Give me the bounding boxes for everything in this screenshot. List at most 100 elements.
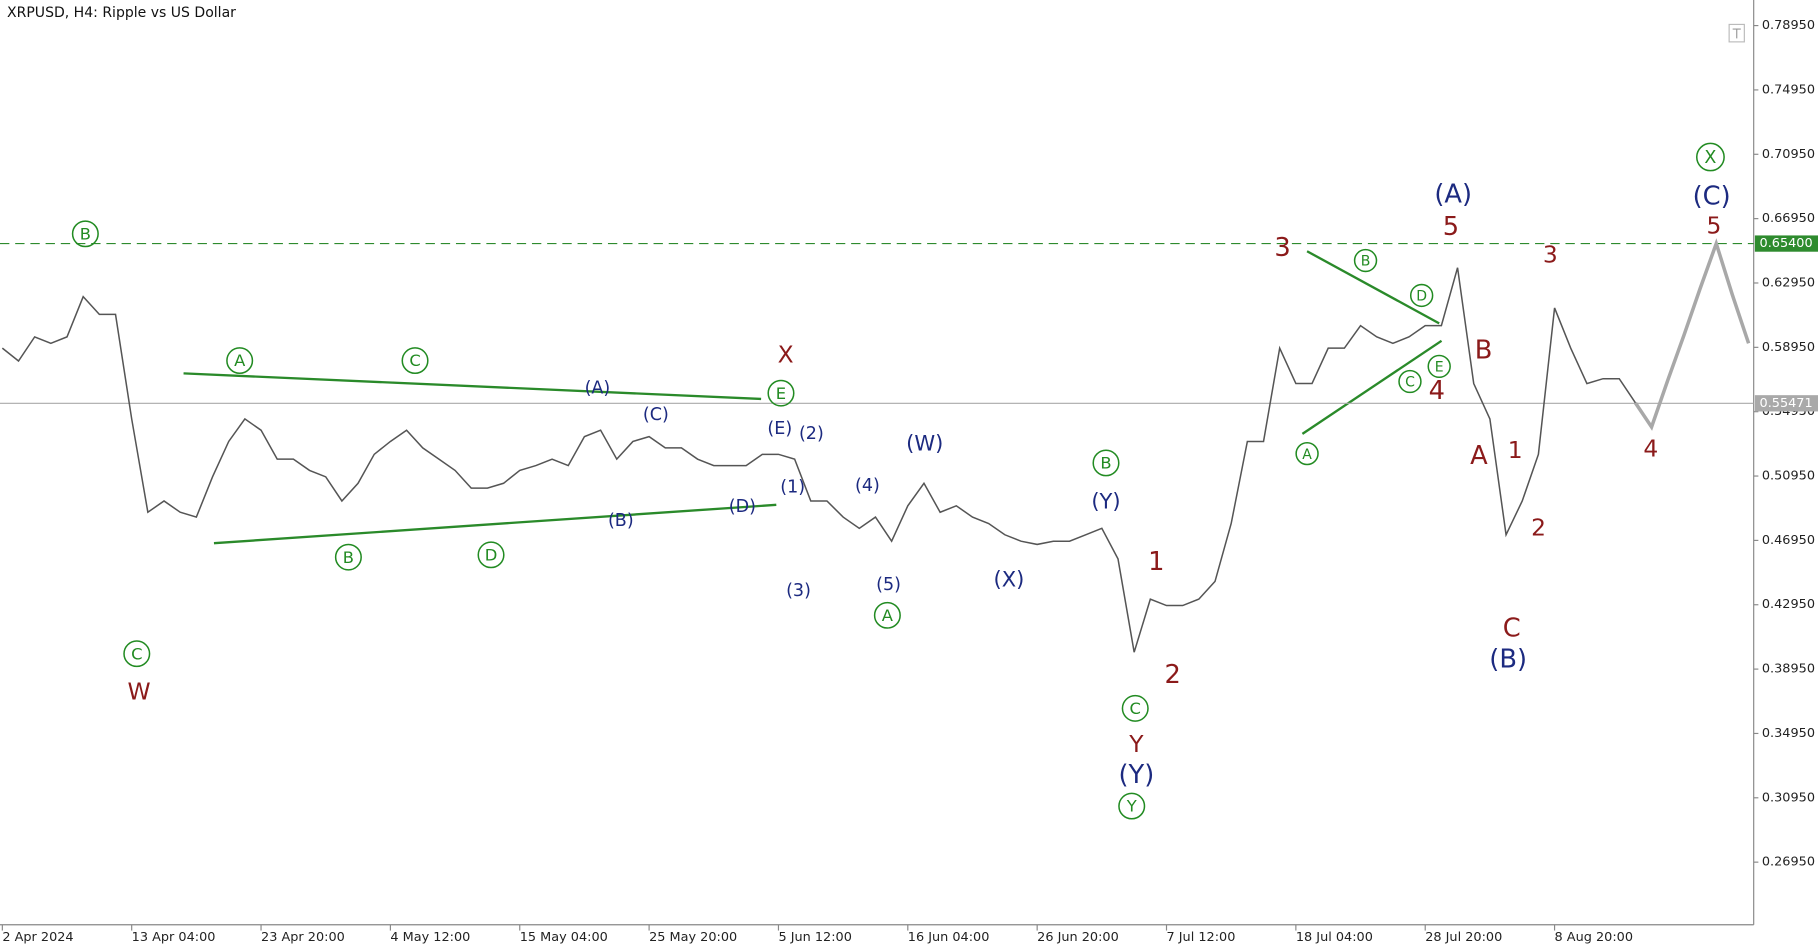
wave-circle [123, 640, 151, 668]
y-tick-label: 0.50950 [1762, 469, 1815, 484]
y-tick-label: 0.66950 [1762, 211, 1815, 226]
wave-circle [873, 601, 901, 629]
wave-label-circled: C [131, 644, 142, 663]
wave-circle [401, 347, 429, 375]
wave-circle [1409, 283, 1434, 308]
wave-label: (A) [1434, 179, 1472, 209]
wave-label-circled: C [1405, 375, 1415, 391]
y-tick-label: 0.58950 [1762, 340, 1815, 355]
wave-label-circled: A [234, 351, 246, 370]
y-tick-label: 0.26950 [1762, 855, 1815, 870]
wave-label-circled: Y [1126, 797, 1137, 816]
wave-circle [334, 543, 362, 571]
wave-label: (Y) [1119, 760, 1155, 790]
wave-label: (3) [786, 581, 811, 601]
wave-circle [1695, 142, 1725, 172]
trendline [213, 503, 777, 545]
x-tick-label: 8 Aug 20:00 [1555, 930, 1633, 945]
wave-circle [226, 347, 254, 375]
wave-label: (C) [643, 405, 669, 425]
wave-label: (W) [906, 431, 943, 455]
wave-circle [1118, 792, 1146, 820]
y-tick-label: 0.70950 [1762, 147, 1815, 162]
x-tick-label: 2 Apr 2024 [2, 930, 73, 945]
x-tick-label: 16 Jun 04:00 [908, 930, 990, 945]
wave-label: 2 [1164, 660, 1180, 690]
wave-label: Y [1128, 731, 1144, 758]
wave-label-circled: D [1416, 289, 1427, 305]
wave-label-circled: C [409, 351, 420, 370]
y-tick-label: 0.78950 [1762, 18, 1815, 33]
wave-label-circled: E [1435, 360, 1444, 376]
wave-label: (A) [585, 379, 611, 399]
chart-title: XRPUSD, H4: Ripple vs US Dollar [7, 5, 236, 21]
price-label: 0.55471 [1760, 396, 1813, 411]
wave-label-circled: C [1130, 699, 1141, 718]
wave-label-circled: B [343, 548, 354, 567]
wave-circle [1353, 248, 1378, 273]
x-tick-label: 15 May 04:00 [520, 930, 608, 945]
wave-label: 4 [1643, 436, 1658, 463]
wave-label: (5) [876, 575, 901, 595]
wave-label: (2) [799, 424, 824, 444]
wave-circle [71, 220, 99, 248]
wave-label: (C) [1693, 182, 1731, 212]
wave-label: X [778, 341, 794, 368]
wave-label: A [1470, 441, 1488, 471]
x-tick-label: 7 Jul 12:00 [1167, 930, 1236, 945]
wave-label: 3 [1274, 233, 1290, 263]
x-tick-label: 28 Jul 20:00 [1425, 930, 1502, 945]
wave-label: 1 [1508, 437, 1523, 464]
y-tick-label: 0.74950 [1762, 82, 1815, 97]
wave-circle [1398, 369, 1422, 394]
wave-label-circled: B [80, 224, 91, 243]
price-line-series [1633, 238, 1751, 431]
trendline [183, 372, 762, 401]
wave-label: B [1475, 335, 1493, 365]
wave-circle [1121, 694, 1149, 722]
x-tick-label: 23 Apr 20:00 [261, 930, 345, 945]
x-tick-label: 26 Jun 20:00 [1037, 930, 1119, 945]
text-tool-icon [1732, 28, 1741, 39]
wave-label-circled: A [882, 606, 894, 625]
y-tick-label: 0.42950 [1762, 597, 1815, 612]
wave-label: W [128, 679, 151, 706]
price-label-box [1754, 235, 1818, 252]
wave-label: C [1503, 613, 1521, 643]
wave-label-circled: D [485, 546, 498, 565]
wave-label-circled: E [776, 384, 786, 403]
wave-label: (B) [1489, 645, 1527, 675]
x-tick-label: 18 Jul 04:00 [1296, 930, 1373, 945]
y-tick-label: 0.30950 [1762, 790, 1815, 805]
wave-label: 5 [1707, 212, 1722, 239]
x-tick-label: 25 May 20:00 [649, 930, 737, 945]
y-tick-label: 0.62950 [1762, 276, 1815, 291]
wave-label-circled: A [1302, 447, 1312, 463]
wave-circle [767, 379, 795, 407]
wave-circle [1092, 449, 1120, 477]
wave-circle [477, 541, 505, 569]
y-tick-label: 0.46950 [1762, 533, 1815, 548]
wave-circle [1295, 442, 1319, 466]
wave-label: (Y) [1091, 490, 1120, 514]
wave-label: (D) [729, 497, 756, 517]
wave-label: (X) [994, 567, 1025, 591]
price-label: 0.65400 [1760, 236, 1813, 251]
wave-label: 2 [1531, 515, 1546, 542]
y-tick-label: 0.38950 [1762, 662, 1815, 677]
wave-label: 5 [1443, 212, 1459, 242]
trendline [1301, 339, 1443, 435]
price-line-series [1, 267, 1637, 653]
x-tick-label: 4 May 12:00 [390, 930, 470, 945]
wave-label: (E) [767, 419, 792, 439]
trendline [1306, 250, 1440, 325]
y-tick-label: 0.34950 [1762, 726, 1815, 741]
x-tick-label: 5 Jun 12:00 [778, 930, 851, 945]
wave-label-circled: B [1361, 254, 1371, 270]
wave-label: (4) [855, 476, 880, 496]
wave-label: (B) [608, 511, 634, 531]
price-label-box [1754, 395, 1818, 412]
